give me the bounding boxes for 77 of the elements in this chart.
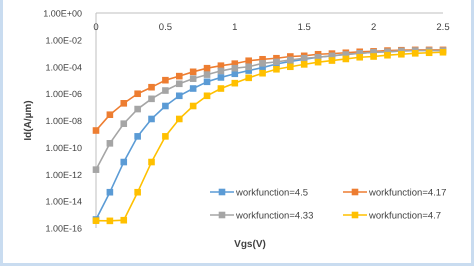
point [162, 133, 169, 140]
point [148, 96, 155, 102]
point [176, 72, 183, 80]
point [259, 60, 266, 67]
point [287, 63, 294, 70]
y-tick-label: 1.00E-16 [45, 224, 82, 234]
point [190, 102, 196, 110]
point [134, 188, 141, 196]
point [218, 68, 224, 74]
point [148, 158, 155, 166]
point [426, 49, 432, 56]
x-tick-label: 2 [370, 22, 376, 33]
y-tick-label: 1.00E-06 [45, 89, 82, 100]
point [300, 61, 308, 68]
y-tick-label: 1.00E-14 [45, 196, 82, 207]
point [398, 50, 405, 58]
x-axis-title: Vgs(V) [234, 239, 266, 250]
point [204, 71, 210, 78]
y-tick-label: 1.00E-08 [45, 116, 82, 126]
point [412, 50, 419, 57]
point [148, 116, 155, 122]
y-tick-label: 1.00E+00 [43, 8, 82, 18]
point [162, 76, 169, 84]
point [176, 80, 183, 88]
point [162, 102, 169, 110]
point [218, 74, 224, 81]
point [120, 158, 128, 166]
point [245, 57, 252, 64]
point [232, 80, 238, 86]
point [204, 78, 210, 86]
point [190, 75, 196, 82]
legend-label: workfunction=4.5 [235, 188, 308, 198]
point [120, 216, 128, 224]
x-tick-label: 0.5 [158, 22, 172, 33]
y-tick-label: 1.00E-12 [45, 170, 82, 180]
point [134, 90, 141, 98]
point [370, 53, 377, 60]
point [106, 111, 114, 118]
point [273, 66, 280, 73]
point [190, 85, 196, 92]
point [120, 120, 128, 127]
point [92, 166, 100, 173]
point [148, 84, 155, 91]
point [384, 52, 391, 59]
y-tick-label: 1.00E-10 [45, 142, 82, 153]
point [245, 74, 252, 82]
point [106, 188, 114, 196]
y-tick-label: 1.00E-02 [45, 35, 82, 46]
point [190, 68, 196, 76]
point [106, 218, 114, 224]
y-tick-label: 1.00E-04 [45, 62, 82, 72]
point [204, 64, 210, 72]
y-axis-title: Id(A/µm) [23, 100, 34, 141]
legend-label: workfunction=4.7 [368, 210, 442, 222]
point [259, 70, 266, 77]
legend-label: workfunction=4.17 [368, 188, 446, 198]
point [314, 58, 322, 66]
x-tick-label: 0 [93, 22, 99, 33]
point [328, 57, 336, 64]
x-tick-label: 1 [232, 22, 238, 33]
point [120, 100, 128, 107]
point [232, 64, 238, 72]
point [356, 54, 364, 61]
point [162, 87, 169, 94]
point [176, 116, 183, 122]
point [245, 63, 252, 70]
point [106, 140, 114, 147]
point [342, 56, 350, 62]
point [204, 92, 210, 100]
point [134, 133, 141, 140]
x-tick-label: 2.5 [436, 22, 450, 33]
point [134, 106, 141, 112]
point [218, 85, 224, 92]
x-tick-label: 1.5 [298, 22, 311, 33]
point [176, 92, 183, 100]
point [92, 127, 100, 134]
legend-label: workfunction=4.33 [235, 210, 314, 222]
